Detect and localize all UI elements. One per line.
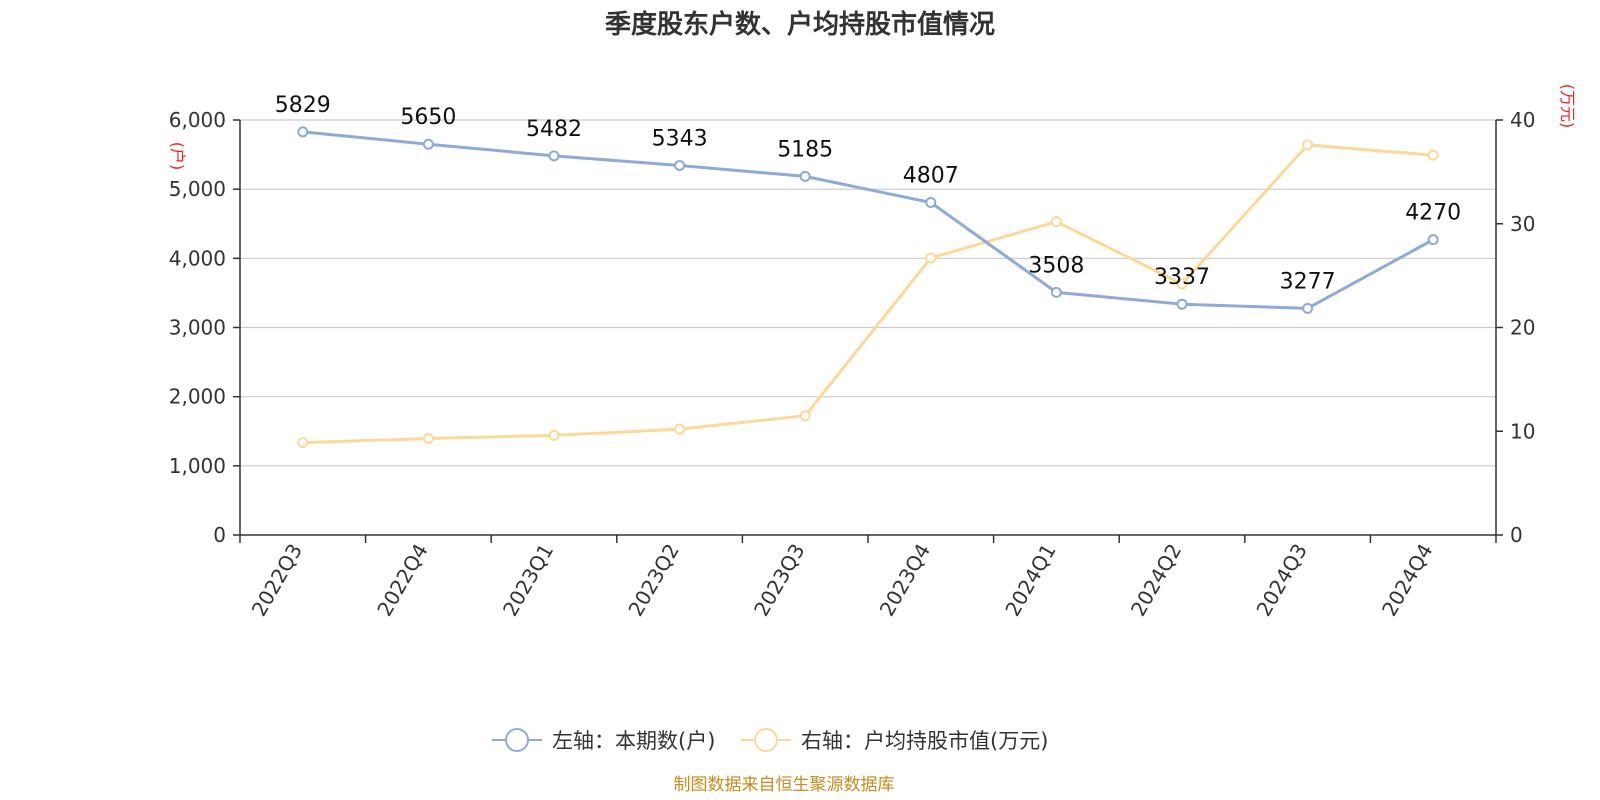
x-tick-label: 2024Q1 bbox=[1000, 540, 1060, 621]
shareholder-count-point bbox=[1302, 302, 1314, 314]
shareholder-count-point bbox=[674, 159, 686, 171]
left-axis-ticks: 0 1,000 2,000 3,000 4,000 5,000 6,000 bbox=[169, 108, 240, 547]
data-label: 3508 bbox=[1028, 253, 1084, 278]
avg-holding-value-point bbox=[1302, 139, 1314, 151]
avg-holding-value-point bbox=[799, 410, 811, 422]
avg-holding-value-point bbox=[674, 423, 686, 435]
avg-holding-value-point bbox=[422, 433, 434, 445]
data-label: 4807 bbox=[903, 164, 959, 189]
legend-marker bbox=[754, 728, 778, 752]
data-label: 5482 bbox=[526, 117, 582, 142]
left-tick-label: 3,000 bbox=[169, 316, 226, 340]
right-tick-label: 40 bbox=[1510, 108, 1535, 132]
left-tick-label: 1,000 bbox=[169, 454, 226, 478]
legend-label: 左轴：本期数(户) bbox=[552, 729, 715, 753]
avg-holding-value-point bbox=[1427, 149, 1439, 161]
data-label: 5343 bbox=[652, 126, 708, 151]
data-label: 3277 bbox=[1280, 269, 1336, 294]
left-tick-label: 0 bbox=[213, 523, 226, 547]
shareholder-count-point bbox=[1176, 298, 1188, 310]
left-axis-unit: (户) bbox=[168, 142, 187, 171]
shareholder-count-point bbox=[548, 150, 560, 162]
shareholder-count-point bbox=[925, 197, 937, 209]
shareholder-count-point bbox=[422, 138, 434, 150]
x-tick-label: 2024Q2 bbox=[1126, 540, 1186, 621]
avg-holding-value-point bbox=[548, 429, 560, 441]
shareholder-count-point bbox=[1427, 234, 1439, 246]
x-tick-label: 2024Q4 bbox=[1377, 540, 1437, 621]
x-tick-label: 2024Q3 bbox=[1251, 540, 1311, 621]
avg-holding-value-line bbox=[302, 143, 1434, 445]
legend-marker bbox=[505, 728, 529, 752]
legend[interactable]: 左轴：本期数(户) 右轴：户均持股市值(万元) bbox=[492, 728, 1048, 753]
x-tick-label: 2023Q1 bbox=[498, 540, 558, 621]
series-shareholder-count bbox=[297, 126, 1439, 314]
right-axis-ticks: 0 10 20 30 40 bbox=[1496, 108, 1535, 547]
data-label: 4270 bbox=[1405, 201, 1461, 226]
data-label: 3337 bbox=[1154, 265, 1210, 290]
chart-title: 季度股东户数、户均持股市值情况 bbox=[605, 9, 995, 40]
right-axis-unit: (万元) bbox=[1558, 84, 1577, 129]
left-tick-label: 4,000 bbox=[169, 246, 226, 270]
left-tick-label: 2,000 bbox=[169, 385, 226, 409]
x-axis-ticks: 2022Q3 2022Q4 2023Q1 2023Q2 2023Q3 2023Q4 2024… bbox=[239, 535, 1497, 621]
data-label: 5650 bbox=[400, 105, 456, 130]
data-labels: 5829 5650 5482 5343 5185 4807 3508 3337 3277 4270 bbox=[275, 93, 1461, 295]
right-tick-label: 10 bbox=[1510, 419, 1535, 443]
source-note: 制图数据来自恒生聚源数据库 bbox=[674, 775, 895, 795]
x-tick-label: 2022Q3 bbox=[247, 540, 307, 621]
avg-holding-value-point bbox=[1176, 278, 1188, 290]
avg-holding-value-point bbox=[925, 252, 937, 264]
data-label: 5829 bbox=[275, 93, 331, 118]
right-tick-label: 20 bbox=[1510, 316, 1535, 340]
avg-holding-value-point bbox=[1050, 216, 1062, 228]
avg-holding-value-point bbox=[297, 437, 309, 449]
right-tick-label: 0 bbox=[1510, 523, 1523, 547]
shareholder-count-point bbox=[799, 170, 811, 182]
x-tick-label: 2023Q4 bbox=[875, 540, 935, 621]
x-tick-label: 2023Q2 bbox=[623, 540, 683, 621]
x-tick-label: 2022Q4 bbox=[372, 540, 432, 621]
series-avg-holding-value bbox=[297, 139, 1439, 449]
shareholder-count-point bbox=[297, 126, 309, 138]
legend-label: 右轴：户均持股市值(万元) bbox=[801, 729, 1048, 753]
right-tick-label: 30 bbox=[1510, 212, 1535, 236]
left-tick-label: 6,000 bbox=[169, 108, 226, 132]
x-tick-label: 2023Q3 bbox=[749, 540, 809, 621]
shareholder-count-line bbox=[302, 130, 1434, 310]
shareholder-count-point bbox=[1050, 286, 1062, 298]
left-tick-label: 5,000 bbox=[169, 177, 226, 201]
data-label: 5185 bbox=[777, 137, 833, 162]
